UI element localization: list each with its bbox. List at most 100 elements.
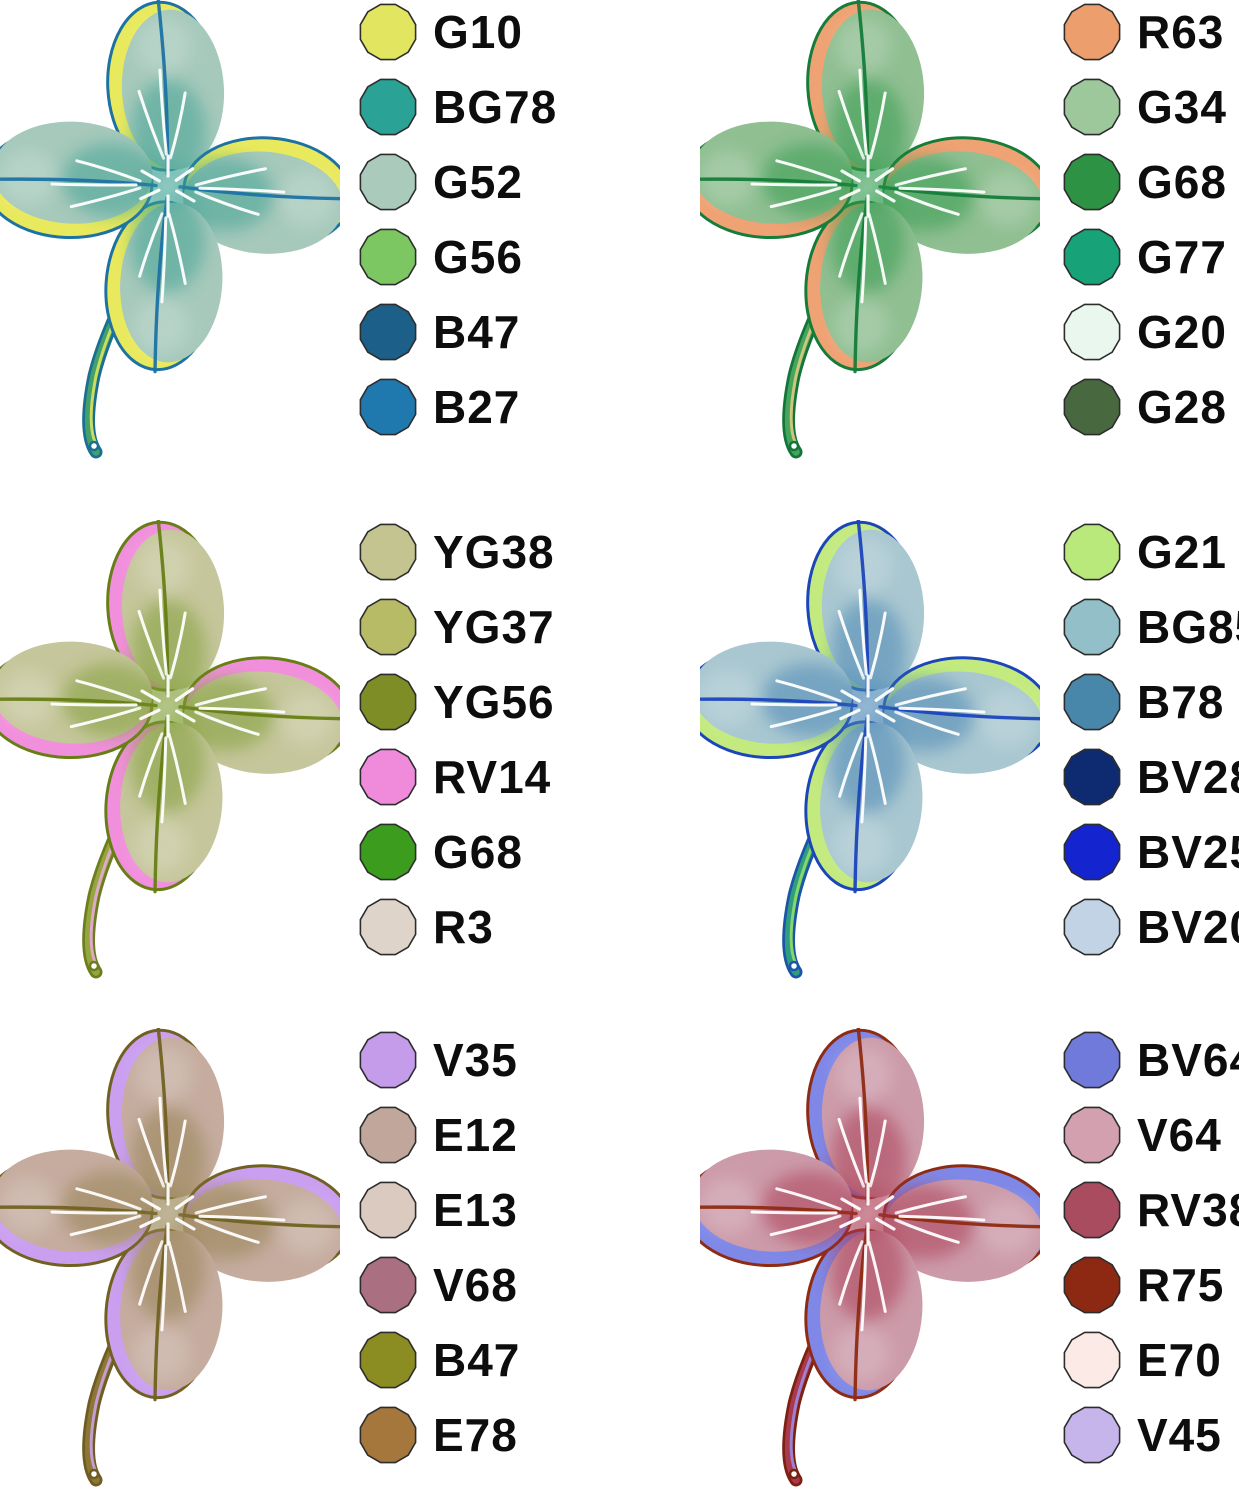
legend-item: YG37 [358, 597, 555, 657]
legend-item: RV14 [358, 747, 555, 807]
clover-illustration [0, 1026, 356, 1498]
marker-legend: YG38 YG37 YG56 RV14 G68 [340, 520, 555, 972]
color-swatch [359, 598, 417, 656]
marker-code-label: G10 [433, 6, 523, 58]
marker-code-label: V35 [433, 1034, 518, 1086]
legend-item: RV38 [1062, 1180, 1239, 1240]
color-swatch [1063, 1331, 1121, 1389]
color-swatch [359, 1331, 417, 1389]
color-swatch [359, 1256, 417, 1314]
legend-item: BG78 [358, 77, 557, 137]
marker-code-label: BV28 [1137, 751, 1239, 803]
color-swatch [1063, 1031, 1121, 1089]
legend-item: E12 [358, 1105, 520, 1165]
clover-panel-middle-right: G21 BG85 B78 BV28 BV25 [660, 518, 1239, 990]
marker-code-label: YG56 [433, 676, 555, 728]
marker-code-label: E13 [433, 1184, 518, 1236]
marker-code-label: G77 [1137, 231, 1227, 283]
marker-code-label: B47 [433, 306, 521, 358]
color-swatch [359, 153, 417, 211]
legend-item: V64 [1062, 1105, 1239, 1165]
color-swatch [359, 228, 417, 286]
legend-item: G68 [358, 822, 555, 882]
marker-legend: G21 BG85 B78 BV28 BV25 [1040, 520, 1239, 972]
color-swatch [1063, 598, 1121, 656]
marker-code-label: R63 [1137, 6, 1225, 58]
marker-code-label: G20 [1137, 306, 1227, 358]
marker-code-label: RV38 [1137, 1184, 1239, 1236]
color-swatch [1063, 153, 1121, 211]
marker-code-label: B78 [1137, 676, 1225, 728]
legend-item: G28 [1062, 377, 1227, 437]
clover-panel-bottom-left: V35 E12 E13 V68 B47 [0, 1026, 521, 1498]
legend-item: G52 [358, 152, 557, 212]
marker-code-label: RV14 [433, 751, 552, 803]
legend-item: V68 [358, 1255, 520, 1315]
color-swatch [1063, 1256, 1121, 1314]
legend-item: BG85 [1062, 597, 1239, 657]
marker-code-label: B27 [433, 381, 521, 433]
marker-code-label: BV25 [1137, 826, 1239, 878]
marker-code-label: BG78 [433, 81, 558, 133]
color-swatch [1063, 1106, 1121, 1164]
legend-item: R75 [1062, 1255, 1239, 1315]
color-swatch [1063, 1181, 1121, 1239]
color-swatch [359, 378, 417, 436]
clover-illustration [680, 0, 1056, 470]
marker-code-label: G68 [433, 826, 523, 878]
legend-item: B47 [358, 302, 557, 362]
marker-legend: R63 G34 G68 G77 G20 [1040, 0, 1227, 452]
legend-item: BV64 [1062, 1030, 1239, 1090]
clover-panel-bottom-right: BV64 V64 RV38 R75 E70 [660, 1026, 1239, 1498]
marker-code-label: E78 [433, 1409, 518, 1461]
legend-item: B78 [1062, 672, 1239, 732]
color-swatch [359, 673, 417, 731]
marker-code-label: E12 [433, 1109, 518, 1161]
marker-code-label: V45 [1137, 1409, 1222, 1461]
marker-code-label: G68 [1137, 156, 1227, 208]
color-swatch [1063, 748, 1121, 806]
legend-item: BV25 [1062, 822, 1239, 882]
color-swatch [1063, 823, 1121, 881]
color-swatch [359, 523, 417, 581]
marker-code-label: V68 [433, 1259, 518, 1311]
marker-code-label: BG85 [1137, 601, 1239, 653]
marker-code-label: G21 [1137, 526, 1227, 578]
legend-item: R63 [1062, 2, 1227, 62]
legend-item: G77 [1062, 227, 1227, 287]
marker-code-label: BV64 [1137, 1034, 1239, 1086]
color-swatch [1063, 1406, 1121, 1464]
color-swatch [1063, 303, 1121, 361]
legend-item: V35 [358, 1030, 520, 1090]
legend-item: V45 [1062, 1405, 1239, 1465]
legend-item: G21 [1062, 522, 1239, 582]
legend-item: BV20 [1062, 897, 1239, 957]
legend-item: R3 [358, 897, 555, 957]
marker-code-label: G28 [1137, 381, 1227, 433]
clover-panel-top-right: R63 G34 G68 G77 G20 [660, 0, 1227, 470]
color-swatch [359, 823, 417, 881]
color-swatch [359, 303, 417, 361]
legend-item: YG56 [358, 672, 555, 732]
legend-item: B27 [358, 377, 557, 437]
marker-code-label: R75 [1137, 1259, 1225, 1311]
marker-code-label: G52 [433, 156, 523, 208]
marker-code-label: V64 [1137, 1109, 1222, 1161]
color-swatch [359, 78, 417, 136]
clover-panel-top-left: G10 BG78 G52 G56 B47 [0, 0, 557, 470]
color-swatch [359, 748, 417, 806]
marker-code-label: G56 [433, 231, 523, 283]
legend-item: E78 [358, 1405, 520, 1465]
legend-item: E70 [1062, 1330, 1239, 1390]
color-swatch [1063, 228, 1121, 286]
color-swatch [1063, 378, 1121, 436]
color-swatch [1063, 523, 1121, 581]
color-swatch [1063, 898, 1121, 956]
color-swatch [359, 1181, 417, 1239]
clover-panel-middle-left: YG38 YG37 YG56 RV14 G68 [0, 518, 555, 990]
marker-code-label: B47 [433, 1334, 521, 1386]
legend-item: G34 [1062, 77, 1227, 137]
clover-illustration [680, 1026, 1056, 1498]
marker-code-label: E70 [1137, 1334, 1222, 1386]
legend-item: E13 [358, 1180, 520, 1240]
